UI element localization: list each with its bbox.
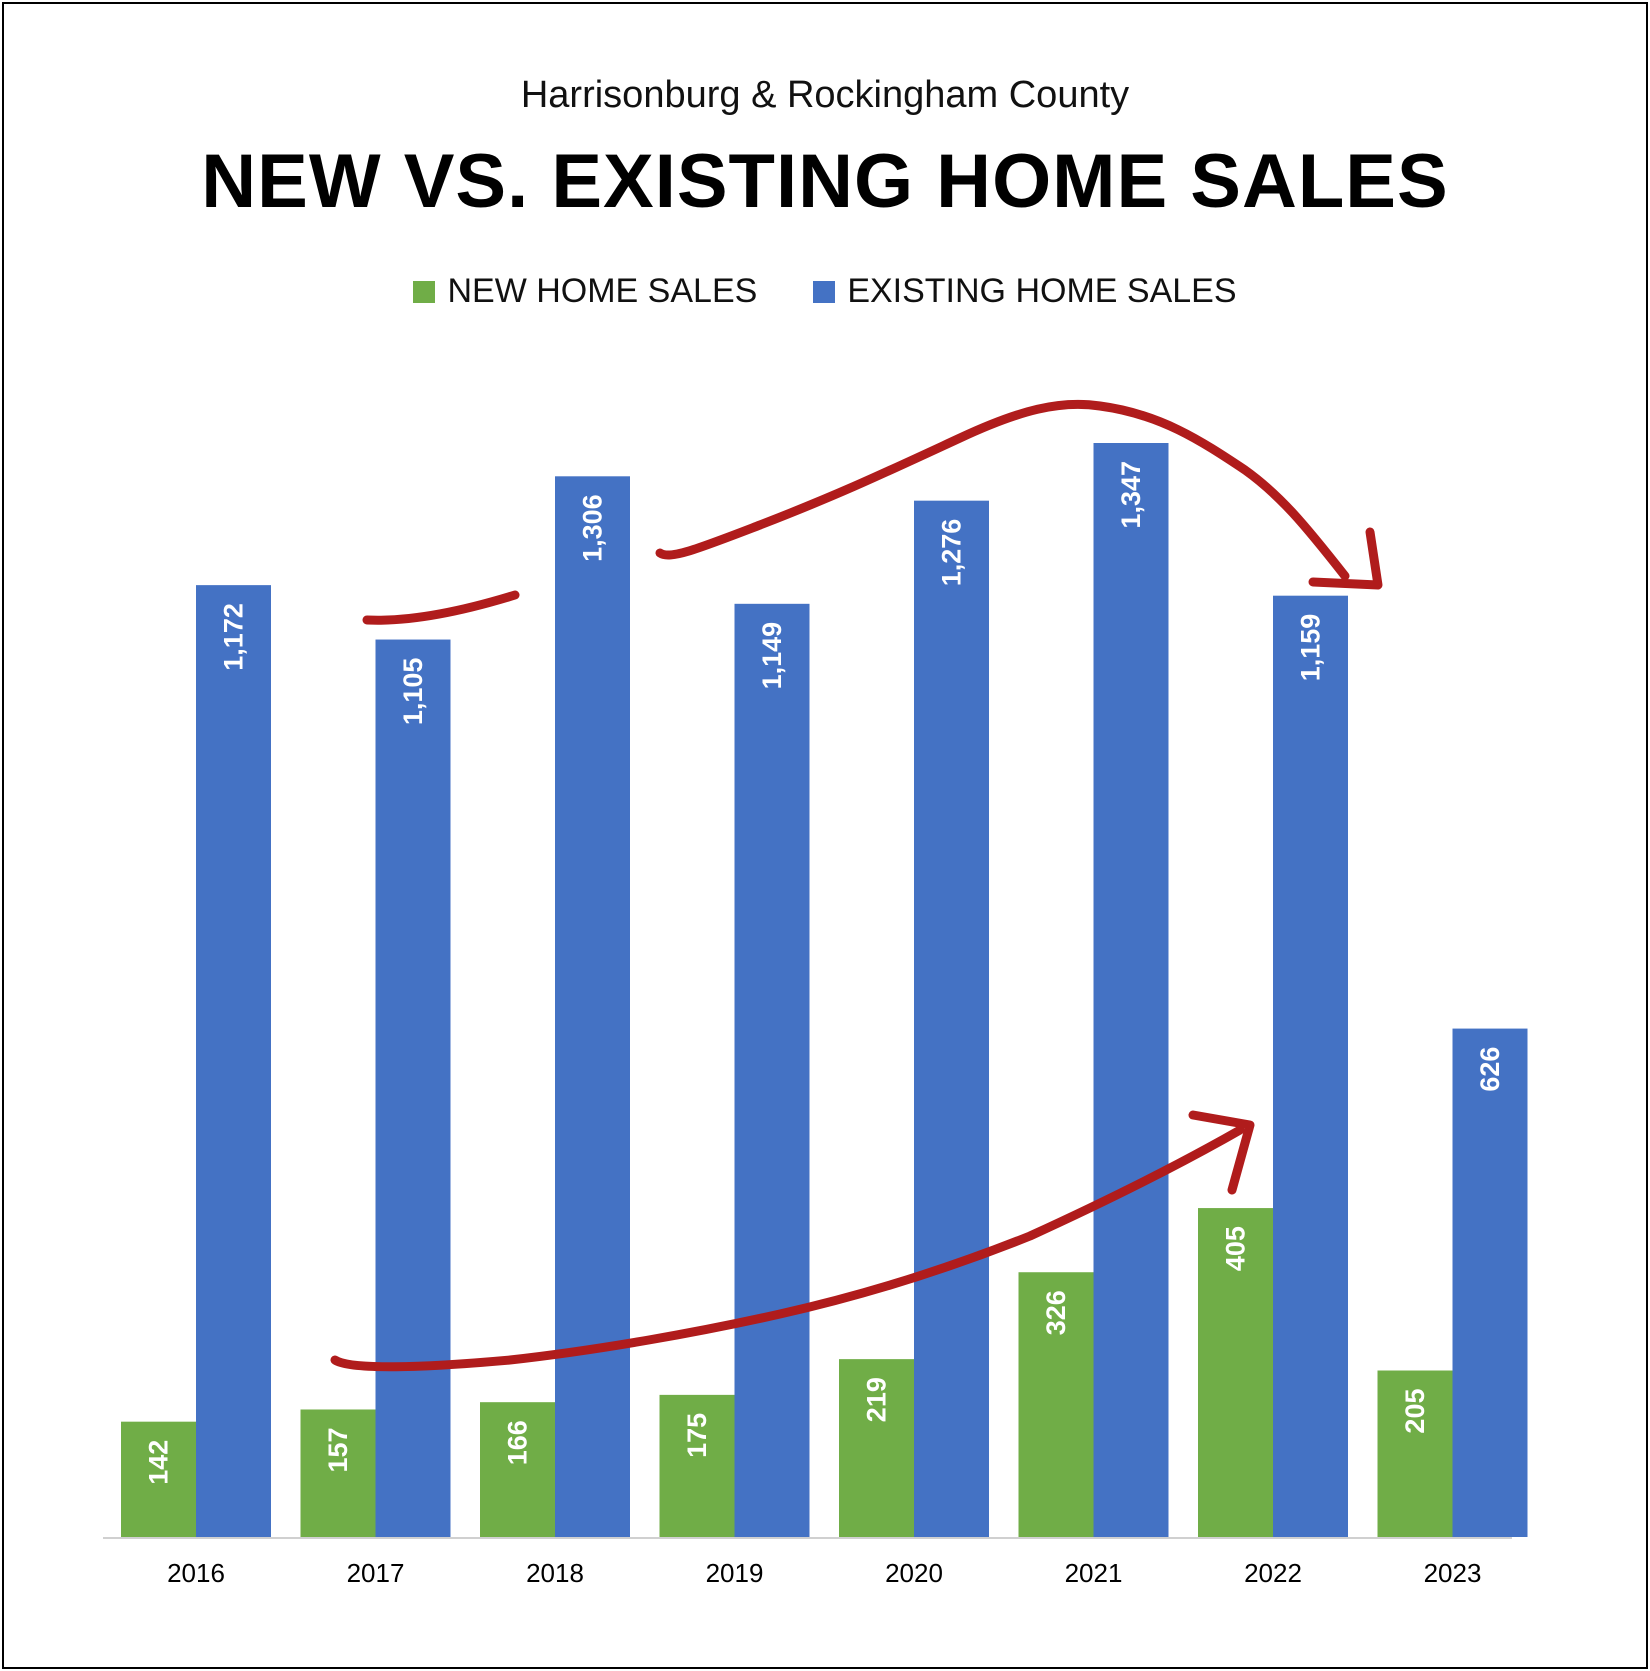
bar-new-2023 <box>1377 1370 1453 1537</box>
legend-swatch-existing-home-sales <box>813 280 836 303</box>
hand-drawn-annotations <box>330 399 1383 1372</box>
bar-existing-2022 <box>1273 595 1348 1537</box>
annotation-arrowhead-existing <box>1308 527 1383 590</box>
legend-item-existing-home-sales: EXISTING HOME SALES <box>813 272 1237 311</box>
bar-existing-2019 <box>734 603 810 1537</box>
annotation-stroke-short <box>362 590 520 625</box>
data-label-existing-2019: 1,149 <box>757 622 787 690</box>
data-label-new-2018: 166 <box>503 1420 533 1465</box>
data-label-new-2019: 175 <box>682 1413 712 1458</box>
data-label-existing-2017: 1,105 <box>398 658 428 726</box>
bar-new-2017 <box>300 1409 376 1537</box>
x-tick-label-2022: 2022 <box>1244 1558 1302 1588</box>
data-label-new-2022: 405 <box>1221 1226 1251 1271</box>
bar-new-2018 <box>480 1402 555 1537</box>
data-label-new-2023: 205 <box>1400 1389 1430 1434</box>
data-label-existing-2021: 1,347 <box>1116 461 1146 529</box>
data-label-existing-2016: 1,172 <box>219 603 249 671</box>
data-label-existing-2020: 1,276 <box>937 519 967 587</box>
bar-group: 142 1,172 157 1,105 166 1,306 175 1,149 219 1,276… <box>121 443 1528 1537</box>
bar-existing-2021 <box>1093 443 1169 1537</box>
x-tick-label-2019: 2019 <box>706 1558 764 1588</box>
legend-label-existing-home-sales: EXISTING HOME SALES <box>847 272 1237 310</box>
bar-existing-2018 <box>555 476 630 1537</box>
data-label-existing-2023: 626 <box>1475 1047 1505 1092</box>
bar-existing-2020 <box>914 500 989 1537</box>
x-axis-tick-labels: 2016 2017 2018 2019 2020 2021 2022 2023 <box>167 1558 1481 1588</box>
chart-title: NEW VS. EXISTING HOME SALES <box>201 139 1449 224</box>
bar-new-2021 <box>1018 1272 1094 1537</box>
legend-label-new-home-sales: NEW HOME SALES <box>447 272 758 310</box>
x-tick-label-2016: 2016 <box>167 1558 225 1588</box>
x-tick-label-2023: 2023 <box>1424 1558 1482 1588</box>
data-label-new-2017: 157 <box>323 1427 353 1472</box>
annotation-arc-existing <box>655 399 1350 581</box>
bar-new-2020 <box>839 1359 914 1537</box>
bar-existing-2017 <box>375 639 451 1537</box>
data-label-new-2020: 219 <box>862 1377 892 1422</box>
x-tick-label-2018: 2018 <box>526 1558 584 1588</box>
bar-existing-2023 <box>1452 1028 1528 1537</box>
bar-new-2019 <box>659 1394 735 1537</box>
data-label-existing-2022: 1,159 <box>1296 614 1326 682</box>
x-tick-label-2020: 2020 <box>885 1558 943 1588</box>
bar-new-2022 <box>1198 1208 1273 1537</box>
bar-existing-2016 <box>196 585 271 1537</box>
data-label-new-2016: 142 <box>144 1440 174 1485</box>
x-tick-label-2017: 2017 <box>347 1558 405 1588</box>
annotation-arrowhead-new <box>1188 1110 1255 1195</box>
bar-new-2016 <box>121 1421 196 1537</box>
legend-item-new-home-sales: NEW HOME SALES <box>413 272 757 311</box>
chart-legend: NEW HOME SALES EXISTING HOME SALES <box>0 272 1650 311</box>
x-tick-label-2021: 2021 <box>1065 1558 1123 1588</box>
annotation-arc-new <box>330 1125 1245 1372</box>
data-label-existing-2018: 1,306 <box>578 494 608 562</box>
chart-subtitle: Harrisonburg & Rockingham County <box>520 74 1130 116</box>
data-label-new-2021: 326 <box>1041 1290 1071 1335</box>
legend-swatch-new-home-sales <box>413 280 436 303</box>
